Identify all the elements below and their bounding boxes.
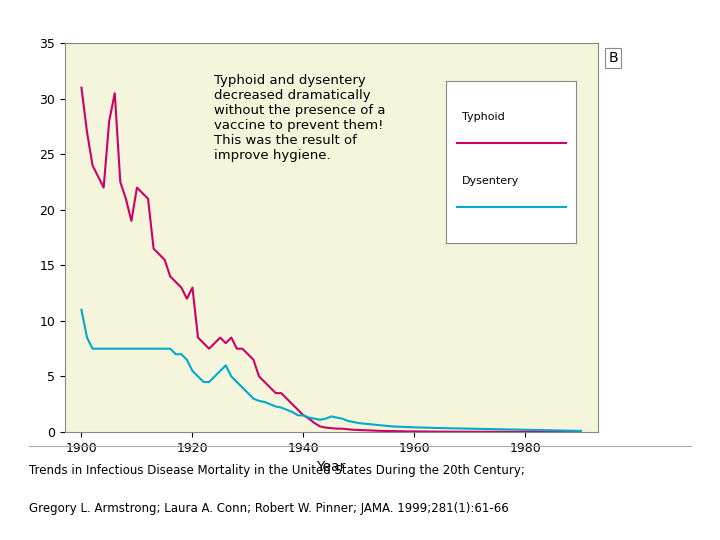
Text: Dysentery: Dysentery — [462, 177, 519, 186]
Text: Typhoid: Typhoid — [462, 112, 505, 122]
Text: B: B — [608, 51, 618, 65]
X-axis label: Year: Year — [317, 460, 346, 474]
Text: Trends in Infectious Disease Mortality in the United States During the 20th Cent: Trends in Infectious Disease Mortality i… — [29, 464, 525, 477]
Text: Typhoid and dysentery
decreased dramatically
without the presence of a
vaccine t: Typhoid and dysentery decreased dramatic… — [214, 75, 385, 163]
Text: Gregory L. Armstrong; Laura A. Conn; Robert W. Pinner; JAMA. 1999;281(1):61-66: Gregory L. Armstrong; Laura A. Conn; Rob… — [29, 502, 508, 515]
